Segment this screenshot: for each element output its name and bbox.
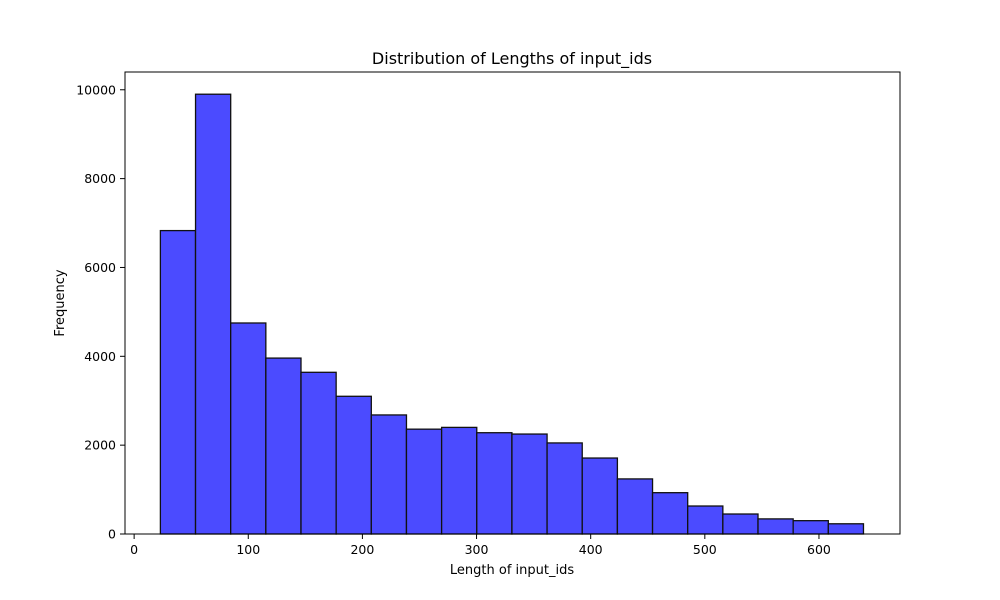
x-tick-label: 600	[807, 542, 831, 557]
histogram-bar	[546, 442, 583, 535]
x-tick-label: 400	[579, 542, 603, 557]
y-axis-ticks: 0 2000 4000 6000 8000 10000	[76, 82, 125, 542]
histogram-bar	[476, 432, 513, 535]
histogram-bar	[300, 371, 337, 535]
y-tick-label: 6000	[84, 260, 116, 275]
histogram-bar	[230, 322, 267, 535]
histogram-bar	[827, 523, 865, 535]
y-tick-label: 0	[108, 527, 116, 542]
x-tick-label: 500	[693, 542, 717, 557]
y-axis-label: Frequency	[53, 269, 68, 336]
histogram-bar	[440, 426, 478, 535]
histogram-bar	[616, 478, 654, 535]
x-axis-ticks: 0 100 200 300 400 500 600	[130, 534, 831, 557]
x-tick-label: 200	[350, 542, 374, 557]
histogram-bar	[792, 520, 829, 535]
x-axis-label: Length of input_ids	[450, 563, 574, 578]
histogram-bar	[335, 395, 372, 535]
histogram-bar	[511, 433, 548, 535]
histogram-bar	[581, 457, 619, 535]
axes-frame	[124, 71, 901, 535]
histogram-bar	[370, 414, 408, 535]
x-tick-label: 100	[236, 542, 260, 557]
histogram-bar	[405, 428, 443, 535]
y-tick-label: 4000	[84, 349, 116, 364]
x-tick-label: 300	[465, 542, 489, 557]
y-tick-label: 10000	[76, 82, 116, 97]
histogram-bar	[159, 229, 197, 535]
chart-title: Distribution of Lengths of input_ids	[372, 49, 652, 69]
histogram-bar	[194, 93, 232, 535]
bars-group	[159, 93, 865, 535]
x-tick-label: 0	[130, 542, 138, 557]
histogram-bar	[757, 518, 794, 535]
histogram-bar	[687, 505, 724, 535]
y-tick-label: 8000	[84, 171, 116, 186]
y-tick-label: 2000	[84, 438, 116, 453]
histogram-bar	[722, 513, 759, 535]
histogram-bar	[651, 492, 689, 535]
histogram-bar	[265, 357, 302, 535]
